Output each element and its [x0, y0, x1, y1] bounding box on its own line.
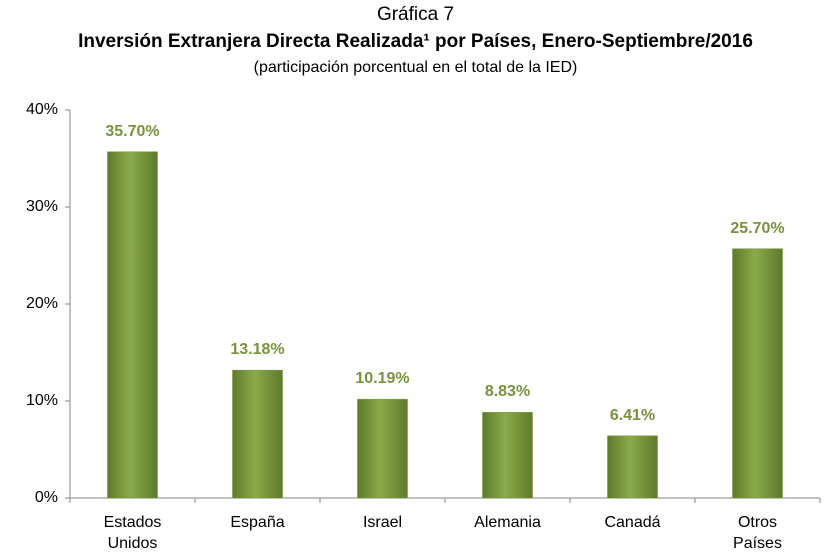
y-tick-label: 10% [25, 392, 58, 409]
bar [732, 248, 783, 499]
y-tick-label: 30% [25, 198, 58, 215]
bar [482, 412, 533, 499]
value-label: 25.70% [730, 219, 785, 237]
y-tick-label: 0% [34, 489, 58, 506]
x-tick-label: Canadá [604, 514, 661, 531]
x-tick-label: Estados Unidos [103, 514, 162, 552]
x-tick-label: Alemania [474, 514, 541, 531]
bar [107, 151, 158, 499]
value-label: 6.41% [609, 406, 656, 424]
chart-title: Inversión Extranjera Directa Realizada¹ … [78, 31, 753, 52]
x-tick-label: Israel [362, 514, 403, 531]
value-label: 10.19% [355, 370, 410, 388]
bar [357, 398, 408, 499]
bar [607, 435, 658, 499]
x-tick-label: Otros Países [733, 514, 782, 552]
value-label: 35.70% [105, 122, 160, 140]
chart-pretitle: Gráfica 7 [376, 4, 455, 25]
bar [232, 369, 283, 499]
y-tick-label: 20% [25, 295, 58, 312]
value-label: 13.18% [230, 341, 285, 359]
y-tick-label: 40% [25, 101, 58, 118]
x-tick-label: España [230, 514, 285, 531]
value-label: 8.83% [484, 383, 531, 401]
chart-subtitle: (participación porcentual en el total de… [253, 59, 578, 76]
